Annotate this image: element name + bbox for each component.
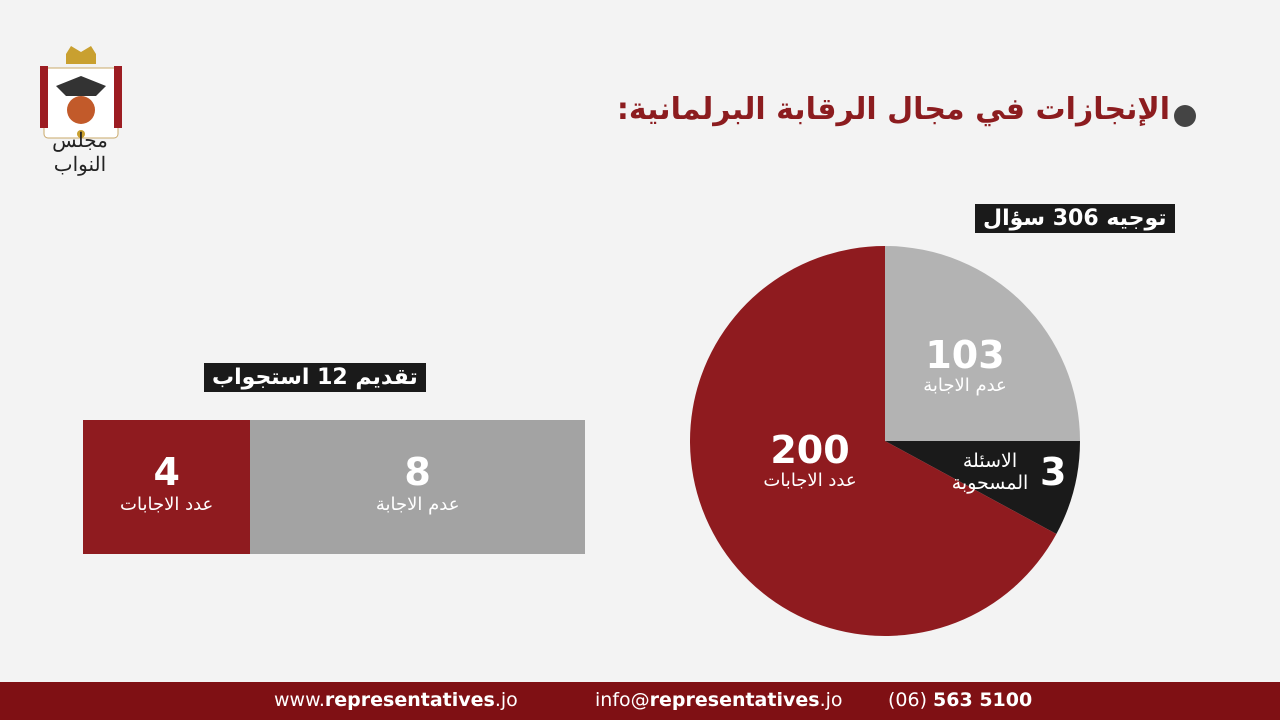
- pie-text-no-answer: عدم الاجابة: [923, 375, 1007, 396]
- bar-title: تقديم 12 استجواب: [204, 363, 426, 392]
- bar-label: عدم الاجابة: [375, 494, 460, 515]
- footer-email[interactable]: info@representatives.jo: [595, 689, 843, 711]
- pie-text-answers: عدد الاجابات: [763, 470, 857, 491]
- pie-value-withdrawn-wrap: 3: [1040, 452, 1066, 492]
- bar-value: 8: [404, 450, 431, 494]
- web-prefix: www.: [274, 689, 325, 711]
- email-prefix: info@: [595, 689, 650, 711]
- web-bold: representatives: [324, 689, 495, 711]
- footer-website[interactable]: www.representatives.jo: [274, 689, 518, 711]
- bullet-icon: [1174, 105, 1196, 127]
- pie-title: توجيه 306 سؤال: [975, 204, 1175, 233]
- pie-label-withdrawn: الاسئلة المسحوبة: [940, 450, 1040, 494]
- pie-value-answers: 200: [770, 428, 850, 472]
- bar-value: 4: [153, 450, 180, 494]
- email-bold: representatives: [649, 689, 820, 711]
- pie-slice: [690, 246, 1057, 636]
- pie-label-answers: 200 عدد الاجابات: [750, 430, 870, 492]
- pie-text-withdrawn: الاسئلة المسحوبة: [951, 450, 1029, 494]
- phone-prefix: (06): [888, 689, 934, 711]
- pie-value-no-answer: 103: [925, 333, 1005, 377]
- coat-of-arms-logo: [40, 46, 122, 139]
- footer: www.representatives.jo info@representati…: [0, 682, 1280, 720]
- bar-segment: 4 عدد الاجابات: [83, 420, 251, 554]
- bar-segment: 8 عدم الاجابة: [250, 420, 585, 554]
- logo-text: مجلس النواب: [52, 128, 108, 176]
- pie-slice: [885, 246, 1080, 441]
- pie-value-withdrawn: 3: [1040, 450, 1067, 494]
- email-suffix: .jo: [819, 689, 843, 711]
- bar-label: عدد الاجابات: [120, 494, 214, 515]
- pie-label-no-answer: 103 عدم الاجابة: [905, 335, 1025, 397]
- pie-slice: [885, 441, 1080, 535]
- page-title: الإنجازات في مجال الرقابة البرلمانية:: [616, 92, 1170, 127]
- web-suffix: .jo: [494, 689, 518, 711]
- phone-bold: 563 5100: [933, 689, 1033, 711]
- footer-phone: (06) 563 5100: [888, 689, 1032, 711]
